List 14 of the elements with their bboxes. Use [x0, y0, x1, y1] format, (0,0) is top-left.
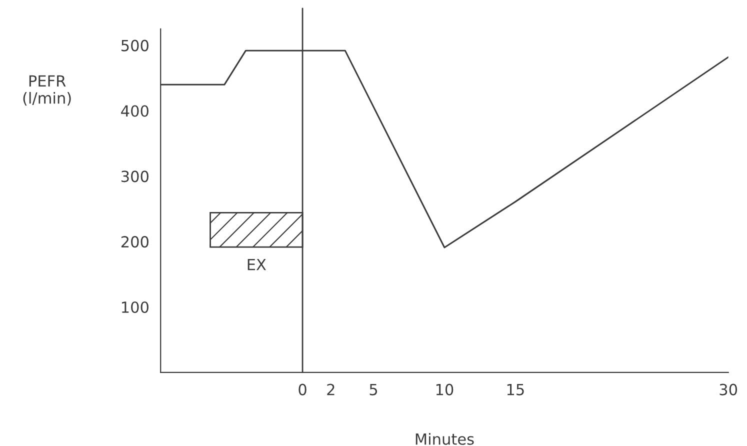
x-tick-label: 15 — [507, 384, 524, 396]
y-tick-label: 400 — [121, 105, 148, 117]
y-tick-label: 500 — [122, 40, 148, 52]
x-axis-title: Minutes — [416, 433, 474, 445]
y-tick-label: 200 — [121, 236, 148, 248]
x-tick-label: 10 — [436, 384, 454, 396]
y-tick-label: 100 — [122, 301, 148, 314]
x-tick-label: 5 — [370, 384, 378, 396]
x-tick-label: 2 — [327, 384, 334, 396]
y-tick-label: 300 — [121, 170, 148, 182]
x-tick-label: 0 — [298, 384, 306, 396]
x-tick-label: 30 — [720, 384, 738, 396]
y-axis-title: PEFR (l/min) — [23, 75, 71, 106]
band-label: EX — [248, 259, 266, 270]
